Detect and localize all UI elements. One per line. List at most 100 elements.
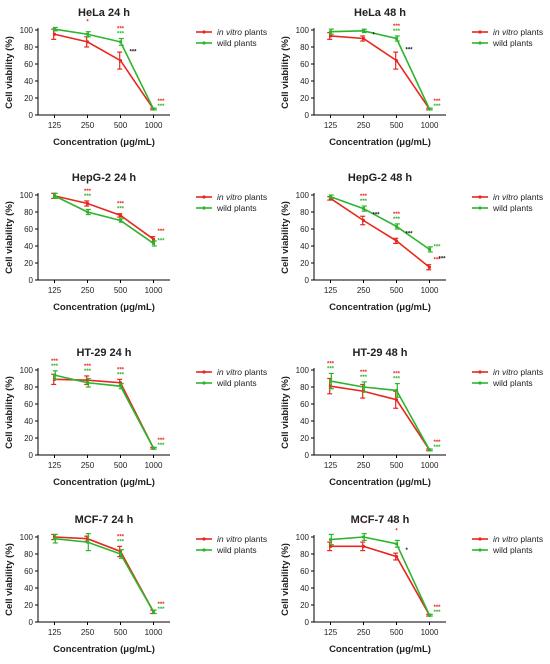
significance-marker: *** [158,607,166,613]
y-tick-label: 20 [24,94,33,103]
significance-marker: *** [51,359,59,365]
x-axis-label: Concentration (μg/mL) [53,477,155,488]
x-tick-label: 500 [390,628,404,637]
significance-marker: *** [327,361,335,367]
x-axis-label: Concentration (μg/mL) [329,302,431,313]
significance-marker: *** [327,366,335,372]
y-tick-label: 40 [300,584,309,593]
legend-label-rest: plants [242,192,267,202]
y-tick-label: 60 [300,567,309,576]
data-point [52,373,57,377]
series-line [54,374,155,449]
significance-marker: *** [84,194,92,200]
legend-label: wild plants [216,203,257,213]
chart-title: HeLa 48 h [354,7,406,19]
significance-marker: * [406,548,409,554]
data-point [427,107,432,111]
x-axis-label: Concentration (μg/mL) [53,137,155,148]
legend-marker [478,195,482,199]
legend-marker [478,370,482,374]
legend-marker [478,548,482,552]
y-tick-label: 60 [24,400,33,409]
significance-marker: *** [117,207,125,213]
legend-label: wild plants [492,545,533,555]
y-tick-label: 40 [24,77,33,86]
significance-marker: *** [84,189,92,195]
chart-panel-1: HeLa 24 h Cell viability (%) 0 20 40 60 80 100 1… [4,7,267,148]
legend-label-italic: in vitro [493,367,518,377]
series-line [54,28,155,110]
series-line [330,30,431,110]
legend-marker [202,537,206,541]
y-tick-label: 80 [24,208,33,217]
data-point [328,30,333,34]
significance-marker: *** [117,367,125,373]
legend-label-italic: in vitro [217,534,242,544]
series-line [330,35,431,110]
data-point [151,610,156,614]
x-tick-label: 500 [390,286,404,295]
series-in-vitro-plants [327,196,432,271]
data-point [52,194,57,198]
series-in-vitro-plants [51,192,156,243]
x-tick-label: 500 [390,461,404,470]
significance-marker: * [362,522,365,528]
data-point [85,540,90,544]
data-point [118,552,123,556]
x-tick-label: 1000 [145,628,163,637]
data-point [394,224,399,229]
legend-marker [202,195,206,199]
significance-marker: *** [393,372,401,378]
data-point [361,29,366,33]
significance-marker: *** [158,443,166,449]
chart-title: HT-29 48 h [352,347,407,359]
y-tick-label: 100 [296,191,310,200]
legend-label-italic: in vitro [217,367,242,377]
data-point [85,210,90,214]
x-tick-label: 250 [357,121,371,130]
data-point [328,544,333,548]
significance-marker: *** [373,213,381,219]
significance-marker: *** [434,610,442,616]
significance-marker: * [395,528,398,534]
significance-marker: *** [158,99,166,105]
legend-label-rest: plants [518,367,543,377]
y-tick-label: 100 [296,533,310,542]
x-tick-label: 1000 [145,121,163,130]
chart-title: MCF-7 48 h [351,514,410,526]
data-point [52,27,57,31]
legend-marker [202,30,206,34]
significance-marker: *** [117,372,125,378]
series-line [54,33,155,110]
data-point [394,239,399,243]
significance-marker: *** [360,375,368,381]
series-wild-plants [328,194,433,253]
significance-marker: *** [393,212,401,218]
series-wild-plants [52,26,157,111]
y-tick-label: 80 [24,43,33,52]
y-tick-label: 0 [305,111,310,120]
legend-label-rest: plants [518,534,543,544]
legend-marker [202,370,206,374]
data-point [361,36,366,41]
y-tick-label: 20 [300,94,309,103]
data-point [85,40,90,44]
series-in-vitro-plants [51,373,156,450]
series-line [330,385,431,451]
y-tick-label: 0 [29,276,34,285]
legend-label: in vitro plants [493,367,543,377]
data-point [52,32,57,36]
series-line [330,380,431,451]
y-axis-label: Cell viability (%) [4,36,15,109]
chart-panel-2: HeLa 48 h Cell viability (%) 0 20 40 60 80 100 1… [280,7,543,148]
data-point [361,535,366,539]
chart-panel-5: HT-29 24 h Cell viability (%) 0 20 40 60 80 100… [4,347,267,488]
chart-title: HeLa 24 h [78,7,130,19]
data-point [328,34,333,38]
x-tick-label: 125 [48,461,62,470]
x-tick-label: 125 [324,628,338,637]
data-point [52,537,57,541]
